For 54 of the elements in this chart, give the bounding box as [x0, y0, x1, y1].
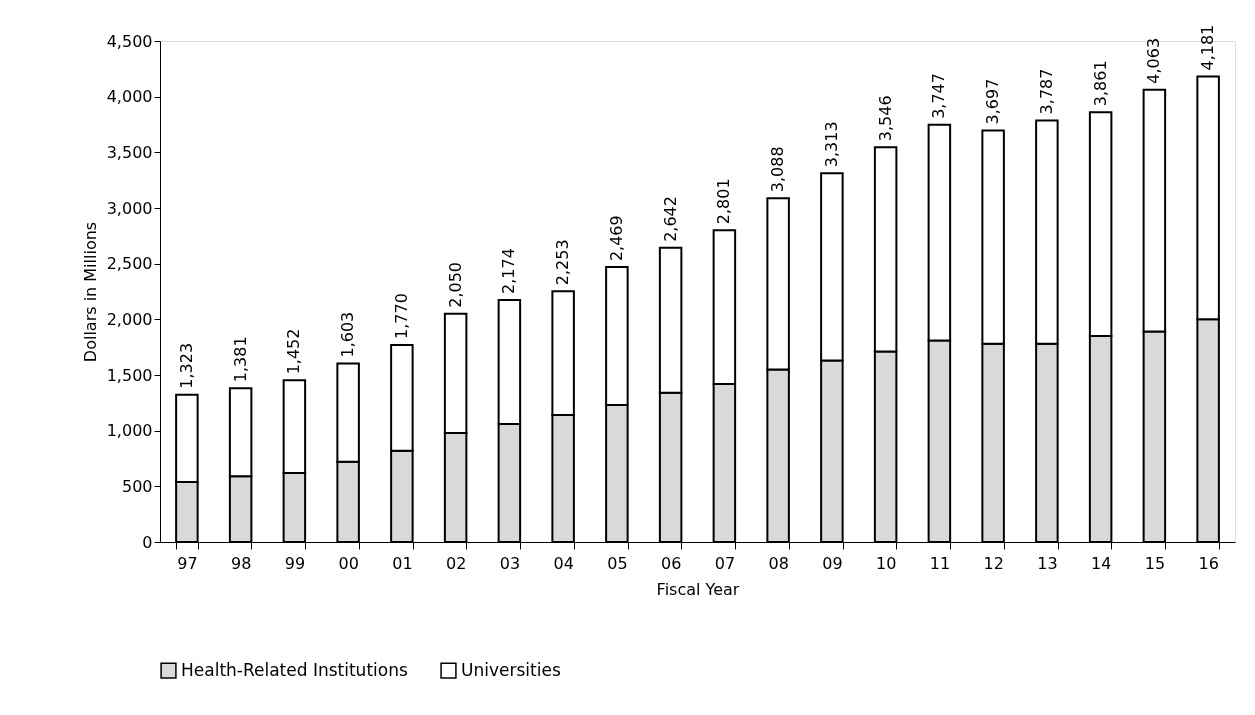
x-tick-label: 15 [1144, 553, 1166, 573]
y-tick-label: 2,000 [106, 309, 153, 329]
y-tick-label: 4,000 [106, 87, 153, 107]
x-tick-label: 01 [392, 553, 413, 573]
total-label: 3,787 [1036, 68, 1056, 115]
y-tick-label: 3,000 [106, 198, 153, 218]
y-tick-label: 500 [121, 476, 153, 496]
total-label: 4,063 [1144, 37, 1164, 84]
x-tick-label: 04 [553, 553, 574, 573]
total-label: 2,253 [553, 239, 573, 286]
total-label: 1,603 [338, 311, 358, 358]
x-axis-title: Fiscal Year [656, 579, 740, 599]
x-tick-label: 16 [1198, 553, 1219, 573]
x-tick-label: 12 [983, 553, 1004, 573]
total-label: 3,697 [983, 78, 1003, 125]
y-tick-label: 3,500 [106, 142, 153, 162]
y-tick-label: 0 [142, 532, 153, 552]
y-axis-title: Dollars in Millions [80, 221, 100, 363]
x-tick-label: 13 [1037, 553, 1058, 573]
x-tick-label: 98 [230, 553, 252, 573]
x-tick-label: 99 [284, 553, 306, 573]
x-tick-label: 10 [875, 553, 897, 573]
x-tick-label: 02 [445, 553, 467, 573]
total-label: 1,770 [391, 293, 411, 339]
total-label: 2,469 [606, 215, 626, 262]
total-label: 2,642 [660, 196, 680, 242]
total-label: 2,174 [499, 248, 519, 294]
total-label: 4,181 [1198, 24, 1218, 71]
total-label: 3,861 [1090, 60, 1110, 107]
y-tick-label: 2,500 [106, 254, 153, 274]
total-label: 1,452 [284, 328, 304, 375]
x-tick-label: 97 [177, 553, 198, 573]
x-tick-label: 05 [607, 553, 628, 573]
legend-label: Health-Related Institutions [181, 659, 408, 680]
total-label: 3,747 [929, 73, 949, 119]
x-tick-label: 14 [1090, 553, 1112, 573]
y-tick-label: 1,000 [106, 421, 153, 441]
legend-label: Universities [461, 659, 561, 680]
x-tick-label: 09 [822, 553, 843, 573]
y-tick-label: 1,500 [106, 365, 153, 385]
total-label: 2,050 [445, 261, 465, 308]
x-tick-label: 03 [499, 553, 521, 573]
x-tick-label: 11 [929, 553, 951, 573]
x-tick-label: 06 [660, 553, 682, 573]
total-label: 1,381 [230, 336, 250, 383]
total-label: 3,088 [768, 146, 788, 193]
total-label: 3,313 [821, 121, 841, 168]
x-tick-label: 00 [338, 553, 359, 573]
y-tick-label: 4,500 [106, 31, 153, 51]
total-label: 1,323 [176, 342, 196, 389]
x-tick-label: 08 [768, 553, 789, 573]
total-label: 3,546 [875, 95, 895, 142]
total-label: 2,801 [714, 178, 734, 225]
x-tick-label: 07 [714, 553, 736, 573]
